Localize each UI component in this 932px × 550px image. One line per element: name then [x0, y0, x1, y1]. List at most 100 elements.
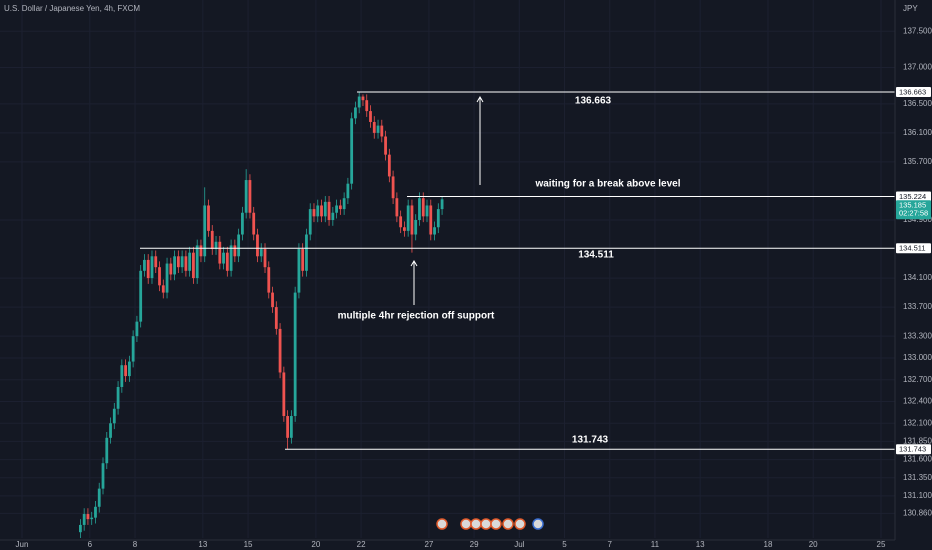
candle-body: [301, 249, 305, 271]
candle-body: [146, 259, 150, 279]
candle-body: [199, 245, 203, 257]
candle-body: [82, 514, 86, 525]
candle-body: [90, 517, 94, 520]
candle-body: [180, 256, 184, 268]
candle-body: [331, 212, 335, 220]
candle-body: [161, 285, 165, 293]
y-tick-label: 136.500: [903, 99, 932, 108]
x-tick-label: 15: [244, 540, 253, 549]
candle-body: [124, 365, 128, 377]
candle-body: [263, 249, 267, 268]
x-tick-label: Jun: [16, 540, 29, 549]
candle-body: [229, 245, 233, 271]
candle-body: [372, 121, 376, 133]
candle-body: [414, 219, 418, 235]
candle-body: [252, 212, 256, 235]
x-tick-label: 5: [562, 540, 567, 549]
candle-body: [150, 256, 154, 279]
candle-body: [188, 252, 192, 271]
candle-body: [282, 372, 286, 417]
candle-body: [116, 386, 120, 409]
y-tick-label: 132.400: [903, 397, 932, 406]
candle-body: [248, 180, 252, 213]
y-tick-label: 132.100: [903, 418, 932, 427]
candle-body: [192, 252, 195, 279]
x-tick-label: 20: [311, 540, 320, 549]
candle-body: [338, 205, 342, 210]
y-tick-label: 133.700: [903, 302, 932, 311]
candle-body: [365, 100, 369, 112]
currency: JPY: [903, 4, 918, 13]
event-icon: [470, 518, 482, 530]
event-icon: [480, 518, 492, 530]
annotation: waiting for a break above level: [534, 179, 680, 190]
candle-body: [402, 227, 406, 231]
candle-body: [218, 241, 222, 264]
levels: [140, 91, 895, 450]
grid: [0, 0, 895, 538]
candle-body: [225, 252, 229, 271]
x-tick-label: 25: [877, 540, 886, 549]
candle-body: [120, 365, 124, 387]
candle-body: [143, 259, 146, 271]
candle-body: [440, 199, 444, 210]
x-tick-label: 13: [198, 540, 207, 549]
level-tag-label: 134.511: [899, 244, 926, 253]
candle-body: [418, 198, 421, 220]
candle-body: [342, 198, 346, 210]
candle-body: [214, 241, 218, 250]
arrow-head: [476, 96, 484, 103]
level-tag: [896, 444, 931, 455]
event-icon: [514, 518, 526, 530]
candle-body: [154, 256, 158, 268]
y-tick-label: 137.500: [903, 26, 932, 35]
y-tick-label: 134.100: [903, 273, 932, 282]
x-tick-label: 29: [470, 540, 479, 549]
candle-body: [429, 205, 433, 235]
candle-body: [436, 209, 440, 228]
level-label: 131.743: [572, 435, 609, 446]
candle-body: [308, 209, 312, 235]
x-tick-label: 18: [764, 540, 773, 549]
level-tag: [896, 86, 931, 97]
candle-body: [135, 321, 139, 337]
candle-body: [256, 234, 259, 257]
candle-body: [327, 201, 331, 220]
candle-body: [387, 154, 391, 177]
candle-body: [184, 256, 188, 271]
chart-title: U.S. Dollar / Japanese Yen, 4h, FXCM: [4, 4, 140, 13]
level-tag-label: 131.743: [899, 445, 926, 454]
y-tick-label: 134.900: [903, 215, 932, 224]
y-tick-label: 131.100: [903, 491, 932, 500]
annotation: multiple 4hr rejection off support: [338, 311, 495, 322]
candle-body: [399, 216, 403, 228]
level-tag-label: 135.224: [899, 192, 926, 201]
x-tick-label: 22: [357, 540, 366, 549]
y-tick-label: 131.350: [903, 473, 932, 482]
candle-body: [346, 183, 350, 199]
x-tick-label: 20: [809, 540, 818, 549]
candle-body: [350, 118, 354, 184]
y-tick-label: 137.000: [903, 63, 932, 72]
level-tag: [896, 243, 931, 254]
candle-body: [289, 416, 293, 438]
level-tag: [896, 191, 931, 202]
candle-body: [361, 96, 365, 101]
y-tick-label: 135.700: [903, 157, 932, 166]
candle-body: [410, 205, 414, 235]
candle-body: [237, 234, 241, 257]
candle-body: [323, 201, 327, 217]
candle-body: [176, 256, 180, 268]
arrows: [410, 96, 484, 305]
candle-body: [222, 252, 225, 264]
candle-body: [297, 249, 301, 293]
candle-body: [267, 267, 271, 293]
candle-body: [395, 198, 399, 217]
candle-body: [316, 205, 320, 217]
price-tag: [896, 200, 931, 220]
y-tick-label: 132.700: [903, 375, 932, 384]
candle-body: [286, 416, 290, 438]
y-tick-label: 130.860: [903, 508, 932, 517]
